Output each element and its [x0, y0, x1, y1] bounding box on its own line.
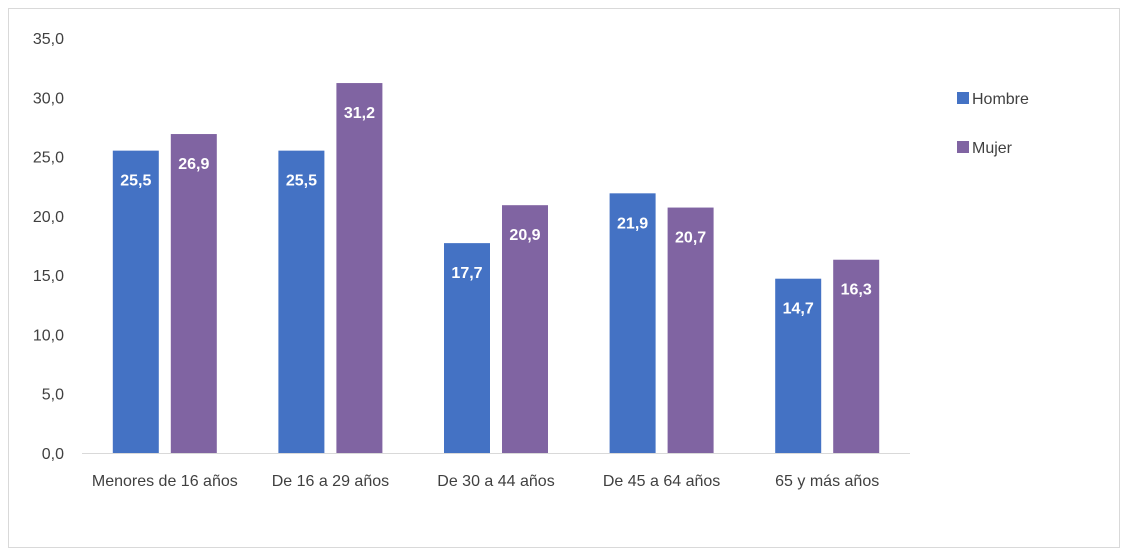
bar-mujer	[502, 205, 548, 453]
bar-mujer	[336, 83, 383, 454]
data-label: 16,3	[841, 282, 872, 299]
data-label: 25,5	[120, 173, 151, 190]
y-tick-label: 35,0	[33, 31, 64, 48]
bars: 25,5 26,9 25,5 31,2 17,7 20,9 21,9 20,7 14,7 16,3	[112, 83, 880, 454]
data-label: 31,2	[344, 105, 375, 122]
legend: Hombre Mujer	[957, 91, 1029, 157]
data-label: 20,7	[675, 230, 706, 247]
data-label: 17,7	[451, 265, 482, 282]
bar-hombre	[775, 278, 822, 453]
bar-hombre	[444, 243, 490, 453]
category-label: 65 y más años	[775, 473, 879, 490]
y-tick-label: 20,0	[33, 209, 64, 226]
category-label: De 16 a 29 años	[272, 473, 389, 490]
legend-swatch-mujer	[957, 141, 969, 153]
y-tick-label: 25,0	[33, 150, 64, 167]
y-tick-label: 15,0	[33, 268, 64, 285]
y-tick-label: 30,0	[33, 90, 64, 107]
bar-mujer	[667, 207, 714, 453]
category-label: De 30 a 44 años	[437, 473, 554, 490]
data-label: 21,9	[617, 215, 648, 232]
data-label: 26,9	[178, 156, 209, 173]
legend-label: Mujer	[972, 140, 1013, 157]
y-axis: 0,0 5,0 10,0 15,0 20,0 25,0 30,0 35,0	[33, 31, 64, 463]
data-label: 20,9	[509, 227, 540, 244]
y-tick-label: 10,0	[33, 327, 64, 344]
bar-mujer	[833, 259, 880, 453]
bar-hombre	[278, 150, 325, 453]
x-axis: Menores de 16 años De 16 a 29 años De 30 a…	[82, 453, 910, 490]
data-label: 25,5	[286, 173, 317, 190]
legend-label: Hombre	[972, 91, 1029, 108]
y-tick-label: 5,0	[42, 387, 64, 404]
y-tick-label: 0,0	[42, 446, 64, 463]
bar-hombre	[112, 150, 159, 453]
bar-mujer	[170, 134, 217, 454]
category-label: Menores de 16 años	[92, 473, 238, 490]
category-label: De 45 a 64 años	[603, 473, 720, 490]
data-label: 14,7	[783, 301, 814, 318]
bar-hombre	[609, 193, 656, 454]
legend-swatch-hombre	[957, 92, 969, 104]
